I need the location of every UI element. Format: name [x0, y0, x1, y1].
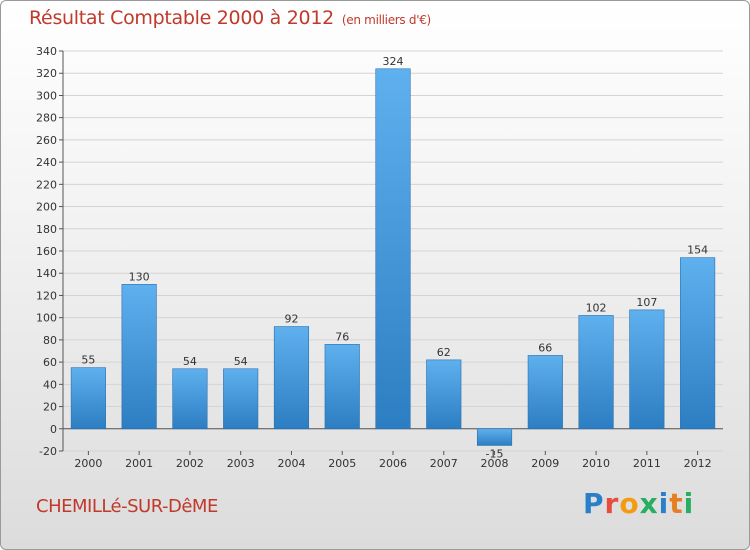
logo-letter: i: [658, 487, 670, 520]
logo-letter: t: [669, 487, 684, 520]
y-tick-label: 180: [36, 223, 57, 236]
y-tick-label: 120: [36, 289, 57, 302]
x-tick-label: 2002: [176, 457, 204, 470]
bar-2008: [476, 428, 513, 446]
bar-2001: [121, 284, 157, 430]
x-tick-label: 2003: [227, 457, 255, 470]
data-label-2004: 92: [284, 313, 298, 326]
data-label-2010: 102: [586, 301, 607, 314]
x-tick-label: 2006: [379, 457, 407, 470]
y-tick-label: 100: [36, 312, 57, 325]
chart-title: Résultat Comptable 2000 à 2012 (en millie…: [29, 7, 431, 29]
x-tick-label: 2009: [531, 457, 559, 470]
data-label-2008: -15: [486, 447, 504, 460]
y-tick-label: 280: [36, 112, 57, 125]
bar-2011: [629, 309, 665, 430]
y-tick-label: 300: [36, 89, 57, 102]
data-label-2002: 54: [183, 355, 197, 368]
town-name: CHEMILLé-SUR-DêME: [36, 496, 218, 517]
bar-2010: [578, 315, 614, 430]
y-tick-label: 160: [36, 245, 57, 258]
logo-letter: x: [639, 487, 659, 520]
bar-2009: [527, 355, 563, 430]
x-tick-label: 2008: [481, 457, 509, 470]
y-tick-label: 80: [43, 334, 57, 347]
bar-layer: [70, 68, 716, 446]
y-tick-label: 0: [50, 423, 57, 436]
proxiti-logo: Proxiti: [583, 487, 694, 520]
bar-2004: [273, 326, 310, 430]
y-tick-label: 20: [43, 401, 57, 414]
x-tick-label: 2010: [582, 457, 610, 470]
data-label-2000: 55: [81, 354, 95, 367]
logo-letter: r: [604, 487, 620, 520]
data-label-2005: 76: [335, 330, 349, 343]
data-label-2006: 324: [383, 55, 404, 68]
logo-letter: i: [683, 487, 695, 520]
data-label-2001: 130: [129, 270, 150, 283]
y-tick-label: -20: [39, 445, 57, 458]
title-text: Résultat Comptable 2000 à 2012: [29, 7, 334, 29]
y-tick-label: 320: [36, 67, 57, 80]
data-label-2012: 154: [687, 244, 708, 257]
y-tick-label: 140: [36, 267, 57, 280]
bar-2006: [375, 68, 411, 430]
x-tick-label: 2004: [277, 457, 305, 470]
y-tick-label: 200: [36, 201, 57, 214]
chart-subtitle: (en milliers d'€): [341, 13, 431, 27]
y-tick-label: 220: [36, 178, 57, 191]
bar-2005: [324, 344, 360, 430]
y-tick-label: 40: [43, 378, 57, 391]
data-label-2011: 107: [636, 296, 657, 309]
x-tick-label: 2012: [684, 457, 712, 470]
data-label-2009: 66: [538, 341, 552, 354]
bar-2000: [70, 367, 106, 430]
bar-2003: [223, 368, 259, 430]
y-tick-label: 340: [36, 45, 57, 58]
label-layer: -20 0 20 40 60 80 100 120 140 160 180 200 220 240 260 2…: [36, 45, 712, 470]
y-tick-label: 260: [36, 134, 57, 147]
x-tick-label: 2001: [125, 457, 153, 470]
data-label-2003: 54: [234, 355, 248, 368]
x-tick-label: 2000: [74, 457, 102, 470]
x-tick-label: 2005: [328, 457, 356, 470]
data-label-2007: 62: [437, 346, 451, 359]
logo-letter: P: [583, 487, 605, 520]
bar-2002: [172, 368, 208, 430]
logo-letter: o: [619, 487, 640, 520]
bar-2012: [680, 257, 716, 430]
x-tick-label: 2007: [430, 457, 458, 470]
y-tick-label: 60: [43, 356, 57, 369]
bar-2007: [426, 359, 462, 430]
y-tick-label: 240: [36, 156, 57, 169]
x-tick-label: 2011: [633, 457, 661, 470]
